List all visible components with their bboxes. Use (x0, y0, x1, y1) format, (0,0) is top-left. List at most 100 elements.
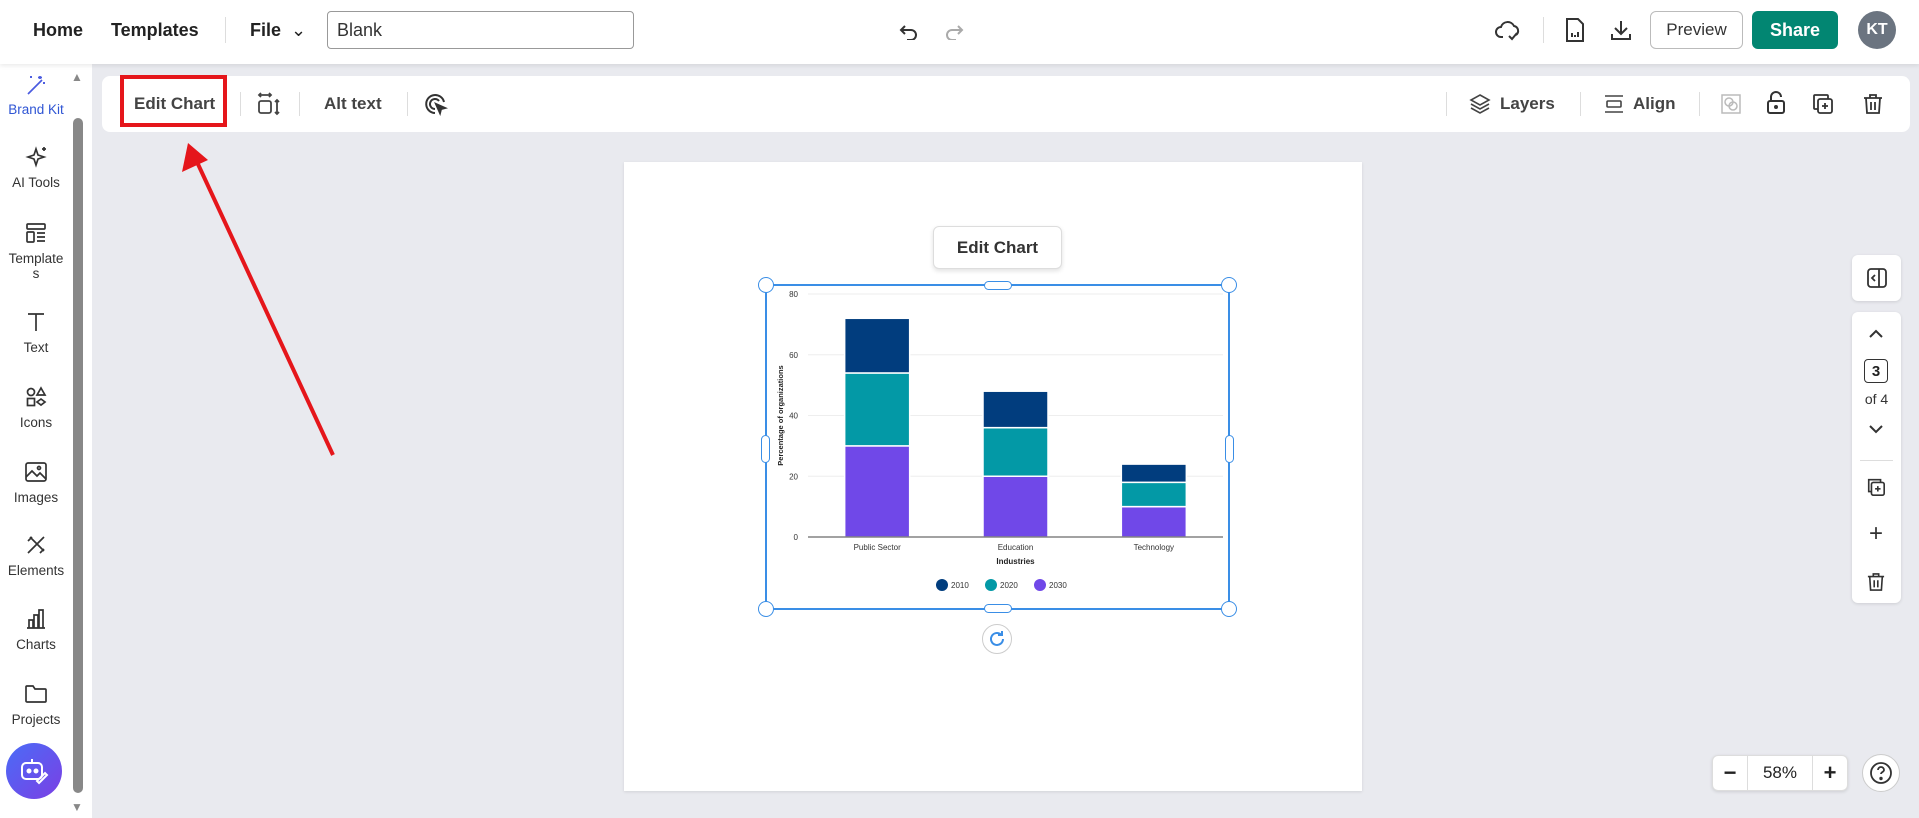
x-tick-label: Public Sector (854, 543, 901, 552)
sidebar-item-label: Text (23, 340, 49, 355)
panel-left-icon (1866, 268, 1887, 288)
sidebar-item-ai-tools[interactable]: AI Tools (0, 145, 72, 190)
sidebar-item-images[interactable]: Images (0, 460, 72, 505)
page-navigator: 3 of 4 + (1852, 312, 1901, 603)
resize-handle-tr[interactable] (1221, 277, 1237, 293)
collapse-panel-button[interactable] (1852, 255, 1901, 301)
chevron-down-icon: ⌄ (291, 20, 307, 40)
legend-label: 2020 (1000, 581, 1018, 590)
delete-page-icon[interactable] (1864, 570, 1888, 594)
help-icon (1870, 762, 1892, 784)
report-icon[interactable] (1562, 15, 1588, 45)
sidebar-item-brand-kit[interactable]: Brand Kit (0, 72, 72, 117)
scroll-down-icon[interactable]: ▼ (71, 800, 83, 814)
download-icon[interactable] (1606, 15, 1636, 45)
duplicate-page-icon[interactable] (1864, 475, 1888, 499)
bar-2020-technology (1120, 481, 1188, 508)
selection-box[interactable] (758, 277, 1237, 617)
align-button[interactable]: Align (1633, 94, 1676, 113)
zoom-out-button[interactable]: − (1723, 760, 1737, 785)
bar-2020-education (982, 426, 1049, 477)
y-tick-label: 0 (794, 533, 799, 542)
templates-link[interactable]: Templates (111, 20, 199, 40)
chevron-up-icon[interactable] (1864, 322, 1888, 346)
ai-assistant-button[interactable] (6, 743, 62, 799)
page-total: of 4 (1864, 391, 1889, 407)
sidebar-item-label: Elements (7, 563, 65, 578)
help-button[interactable] (1862, 754, 1900, 792)
resize-handle-right[interactable] (1225, 435, 1234, 463)
divider (1543, 17, 1544, 43)
add-page-icon[interactable]: + (1868, 520, 1883, 547)
resize-icon[interactable] (256, 90, 282, 118)
sidebar-scrollbar[interactable] (73, 118, 83, 793)
sidebar-item-label: Brand Kit (8, 102, 64, 117)
top-bar: Home Templates File ⌄ Preview Share KT (0, 0, 1919, 64)
trash-icon[interactable] (1861, 91, 1885, 117)
stacked-bar-chart[interactable]: 0 20 40 60 80 Public Sector Education Technolog… (765, 284, 1230, 610)
legend-marker-2030 (1034, 579, 1046, 591)
legend-label: 2010 (951, 581, 969, 590)
sidebar-item-elements[interactable]: Elements (0, 533, 72, 578)
divider (1860, 460, 1893, 461)
sidebar-item-icons[interactable]: Icons (0, 385, 72, 430)
chevron-down-icon[interactable] (1864, 417, 1888, 441)
sidebar-item-projects[interactable]: Projects (0, 682, 72, 727)
preview-button[interactable]: Preview (1650, 11, 1743, 49)
bar-2010-technology (1120, 463, 1188, 484)
legend-marker-2010 (936, 579, 948, 591)
layout-icon (26, 223, 46, 243)
file-menu[interactable]: File ⌄ (250, 20, 306, 41)
rotate-handle[interactable] (982, 624, 1012, 654)
duplicate-icon[interactable] (1810, 91, 1836, 117)
elements-icon (27, 536, 45, 554)
sidebar-item-text[interactable]: Text (0, 310, 72, 355)
zoom-unit: % (1781, 763, 1798, 782)
unlock-icon[interactable] (1764, 90, 1788, 116)
legend-label: 2030 (1049, 581, 1067, 590)
share-button[interactable]: Share (1752, 11, 1838, 49)
cloud-saved-icon[interactable] (1494, 15, 1524, 45)
zoom-in-button[interactable]: + (1823, 760, 1837, 785)
document-title-input[interactable] (327, 11, 634, 49)
layers-button[interactable]: Layers (1500, 94, 1555, 113)
divider (1699, 92, 1700, 116)
alt-text-button[interactable]: Alt text (324, 94, 382, 113)
avatar[interactable]: KT (1858, 11, 1896, 49)
resize-handle-tl[interactable] (758, 277, 774, 293)
home-link[interactable]: Home (33, 20, 84, 40)
bar-2030-education (982, 475, 1049, 538)
resize-handle-bottom[interactable] (984, 604, 1012, 613)
y-tick-label: 60 (789, 351, 798, 360)
text-icon (28, 313, 44, 331)
floating-edit-chart-button[interactable]: Edit Chart (933, 226, 1062, 269)
current-page[interactable]: 3 (1864, 359, 1888, 383)
bar-2010-public-sector (843, 317, 911, 374)
edit-chart-button[interactable]: Edit Chart (134, 94, 216, 113)
resize-handle-top[interactable] (984, 281, 1012, 290)
sidebar-item-label: Images (13, 490, 59, 505)
zoom-level[interactable]: 58% (1748, 763, 1812, 783)
redo-icon[interactable] (940, 18, 968, 46)
sidebar-item-templates[interactable]: Templates (0, 221, 72, 281)
x-axis-title: Industries (996, 557, 1035, 566)
group-icon[interactable] (1719, 92, 1743, 116)
zoom-control: − 58% + (1712, 755, 1848, 791)
animate-icon[interactable] (422, 90, 450, 118)
scroll-up-icon[interactable]: ▲ (71, 70, 83, 84)
resize-handle-bl[interactable] (758, 601, 774, 617)
divider (1446, 92, 1447, 116)
resize-handle-br[interactable] (1221, 601, 1237, 617)
y-axis-title: Percentage of organizations (776, 365, 785, 465)
divider (225, 17, 226, 43)
bar-2010-education (982, 390, 1049, 429)
layers-icon (1468, 92, 1492, 116)
file-label: File (250, 20, 282, 40)
zoom-value: 58 (1762, 763, 1782, 782)
sidebar-item-label: Charts (16, 637, 56, 652)
sidebar-item-label: Icons (19, 415, 53, 430)
resize-handle-left[interactable] (761, 435, 770, 463)
sidebar-item-charts[interactable]: Charts (0, 607, 72, 652)
bar-chart-icon (27, 609, 45, 629)
undo-icon[interactable] (895, 18, 923, 46)
